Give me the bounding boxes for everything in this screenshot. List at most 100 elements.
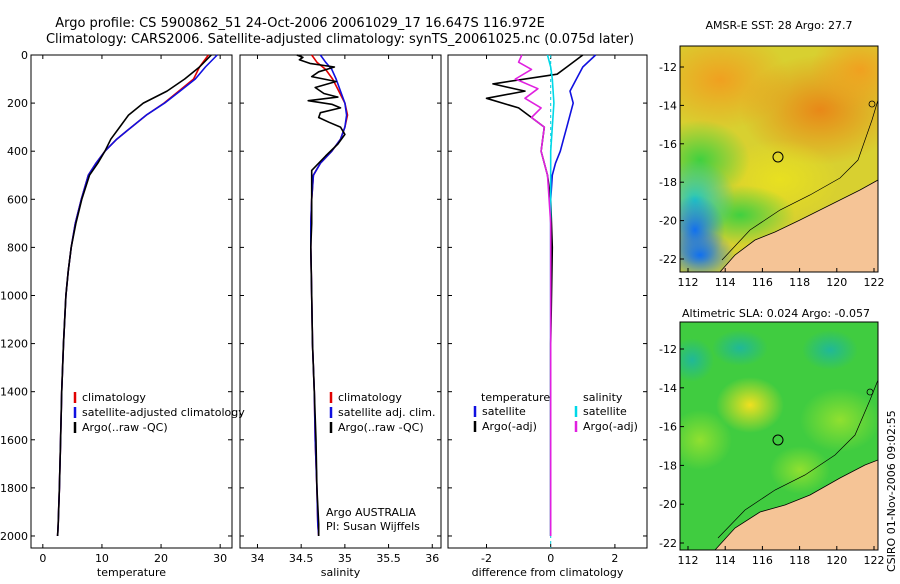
sst-xtick-label: 120: [826, 276, 847, 289]
salinity-xtick-label: 34: [250, 552, 264, 565]
difference-legend-label: Argo(-adj): [482, 420, 537, 433]
salinity-annotation: PI: Susan Wijffels: [326, 520, 420, 533]
temperature-ytick-label: 1000: [0, 289, 28, 302]
sst-xtick-label: 112: [678, 276, 699, 289]
sla-argo-location-marker: [772, 434, 784, 446]
sla-coastline: [714, 459, 878, 550]
sla-xtick-label: 122: [864, 554, 885, 567]
difference-axes-frame: [447, 54, 648, 549]
credit-stamp: CSIRO 01-Nov-2006 09:02:55: [885, 410, 898, 572]
temperature-series-0: [56, 54, 210, 537]
figure-title-line1: Argo profile: CS 5900862_51 24-Oct-2006 …: [55, 16, 545, 31]
difference-xtick-label: 0: [547, 552, 554, 565]
sla-ytick-label: -20: [659, 498, 677, 511]
salinity-legend-label: Argo(..raw -QC): [338, 421, 424, 434]
sst-coastline: [719, 179, 878, 272]
sla-map-frame: [679, 321, 879, 551]
salinity-profile-plot: 34 34.5 35 35.5 36 salinity climatology satelli…: [239, 54, 442, 579]
temperature-ytick-label: 2000: [0, 530, 28, 543]
difference-xtick-label: -2: [481, 552, 492, 565]
salinity-xlabel: salinity: [321, 566, 361, 579]
temperature-ytick-label: 1400: [0, 386, 28, 399]
salinity-xtick-label: 35.5: [376, 552, 401, 565]
salinity-xtick-label: 36: [425, 552, 439, 565]
sst-ytick-label: -14: [659, 99, 677, 112]
sst-island-marker: [868, 100, 876, 108]
sst-xtick-label: 118: [789, 276, 810, 289]
sla-xtick-label: 112: [678, 554, 699, 567]
sla-xtick-label: 114: [715, 554, 736, 567]
sst-xtick-label: 116: [752, 276, 773, 289]
sla-island-marker: [866, 388, 874, 396]
temperature-ytick-label: 400: [7, 145, 28, 158]
sla-map: Altimetric SLA: 0.024 Argo: -0.057 112 11…: [659, 307, 884, 567]
temperature-profile-plot: 0 10 20 30 0 200 400 600 800 1000 1200 1400 1600 1800…: [0, 49, 245, 579]
sla-ytick-label: -18: [659, 459, 677, 472]
difference-legend-label: Argo(-adj): [583, 420, 638, 433]
temperature-series-2: [56, 54, 212, 537]
temperature-xtick-label: 20: [154, 552, 168, 565]
difference-series-3: [514, 54, 552, 536]
temperature-xtick-label: 30: [213, 552, 227, 565]
temperature-legend-label: satellite-adjusted climatology: [82, 406, 245, 419]
sst-map-title: AMSR-E SST: 28 Argo: 27.7: [705, 19, 852, 32]
sst-ytick-label: -20: [659, 215, 677, 228]
sst-map-axes: 112 114 116 118 120 122 -12 -14 -16 -18 -20 -22: [659, 61, 884, 289]
salinity-xtick-label: 34.5: [289, 552, 314, 565]
difference-series-0: [549, 54, 597, 536]
salinity-annotation: Argo AUSTRALIA: [326, 506, 416, 519]
temperature-ytick-label: 200: [7, 97, 28, 110]
difference-legend-label: satellite: [482, 405, 526, 418]
sla-isobath: [717, 379, 878, 539]
sst-xtick-label: 114: [715, 276, 736, 289]
temperature-legend-label: climatology: [82, 391, 146, 404]
salinity-series-2: [296, 54, 346, 536]
temperature-ytick-label: 1600: [0, 434, 28, 447]
salinity-axes-frame: [239, 54, 442, 549]
sst-map-frame: [679, 45, 879, 273]
salinity-xtick-label: 35: [338, 552, 352, 565]
sst-field: [680, 46, 878, 272]
difference-series-1: [485, 54, 584, 536]
temperature-series-1: [56, 54, 218, 537]
temperature-xtick-label: 0: [39, 552, 46, 565]
temperature-ytick-label: 0: [21, 49, 28, 62]
difference-xlabel: difference from climatology: [472, 566, 624, 579]
figure-title-line2: Climatology: CARS2006. Satellite-adjuste…: [46, 32, 634, 47]
sla-map-axes: 112 114 116 118 120 122 -12 -14 -16 -18 -20 -22: [659, 343, 884, 567]
temperature-axes-frame: [30, 54, 233, 549]
temperature-ytick-label: 600: [7, 193, 28, 206]
sst-land: [720, 180, 878, 272]
temperature-legend-label: Argo(..raw -QC): [82, 421, 168, 434]
sla-xtick-label: 120: [826, 554, 847, 567]
sla-field: [680, 322, 878, 550]
sst-isobath: [721, 99, 878, 261]
temperature-ytick-label: 1800: [0, 482, 28, 495]
sla-ytick-label: -12: [659, 343, 677, 356]
sla-ytick-label: -22: [659, 537, 677, 550]
sla-xtick-label: 118: [789, 554, 810, 567]
salinity-legend-label: climatology: [338, 391, 402, 404]
sst-ytick-label: -22: [659, 253, 677, 266]
sst-ytick-label: -16: [659, 138, 677, 151]
difference-legend-label: salinity: [583, 391, 623, 404]
sla-ytick-label: -16: [659, 421, 677, 434]
sla-ytick-label: -14: [659, 382, 677, 395]
sla-land: [715, 460, 878, 550]
sst-map: AMSR-E SST: 28 Argo: 27.7 112 114 116 118 12…: [659, 19, 884, 289]
sst-ytick-label: -18: [659, 176, 677, 189]
sla-xtick-label: 116: [752, 554, 773, 567]
sst-xtick-label: 122: [864, 276, 885, 289]
sla-map-title: Altimetric SLA: 0.024 Argo: -0.057: [682, 307, 870, 320]
difference-legend-label: temperature: [481, 391, 550, 404]
salinity-legend-label: satellite adj. clim.: [338, 406, 435, 419]
difference-legend-label: satellite: [583, 405, 627, 418]
temperature-ytick-label: 800: [7, 241, 28, 254]
temperature-ytick-label: 1200: [0, 338, 28, 351]
sst-argo-location-marker: [772, 151, 784, 163]
temperature-xlabel: temperature: [97, 566, 166, 579]
sst-ytick-label: -12: [659, 61, 677, 74]
difference-xtick-label: 2: [611, 552, 618, 565]
